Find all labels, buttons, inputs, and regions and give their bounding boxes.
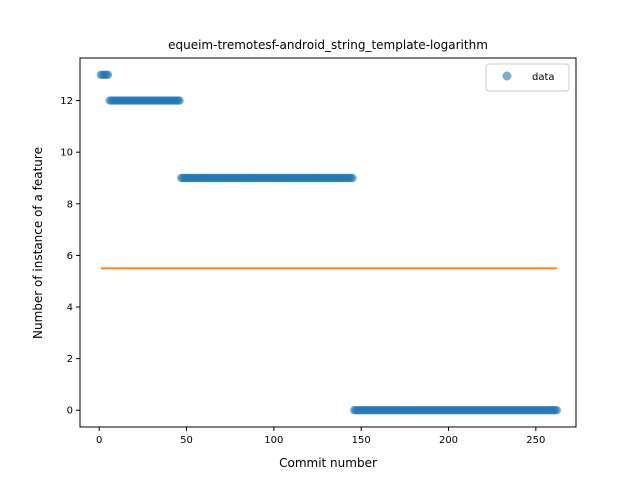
y-tick-label: 8 [67,199,73,210]
y-tick-label: 2 [67,354,73,365]
axes-frame [79,57,577,428]
legend-marker [502,71,512,81]
x-tick-label: 100 [264,435,283,446]
data-point [348,173,357,183]
series-points [96,70,561,415]
y-axis-label: Number of instance of a feature [31,147,45,339]
x-tick-label: 0 [96,435,102,446]
legend: data [485,63,570,92]
plot-area: 0 50 100 150 200 250 0 2 4 6 8 10 12 [60,57,577,446]
x-tick-label: 250 [526,435,545,446]
data-point [175,96,184,105]
x-tick-label: 50 [180,435,193,446]
data-point [552,406,561,415]
y-tick-label: 0 [67,406,73,417]
x-tick-label: 200 [439,435,458,446]
y-tick-label: 6 [67,251,73,262]
data-point [103,70,113,79]
y-tick-label: 10 [60,148,73,159]
legend-frame [485,63,570,92]
y-tick-label: 12 [60,96,73,107]
y-tick-label: 4 [67,303,73,314]
chart-title: equeim-tremotesf-android_string_template… [168,38,488,52]
legend-label: data [532,72,555,83]
x-tick-label: 150 [352,435,371,446]
x-axis-label: Commit number [279,456,377,470]
